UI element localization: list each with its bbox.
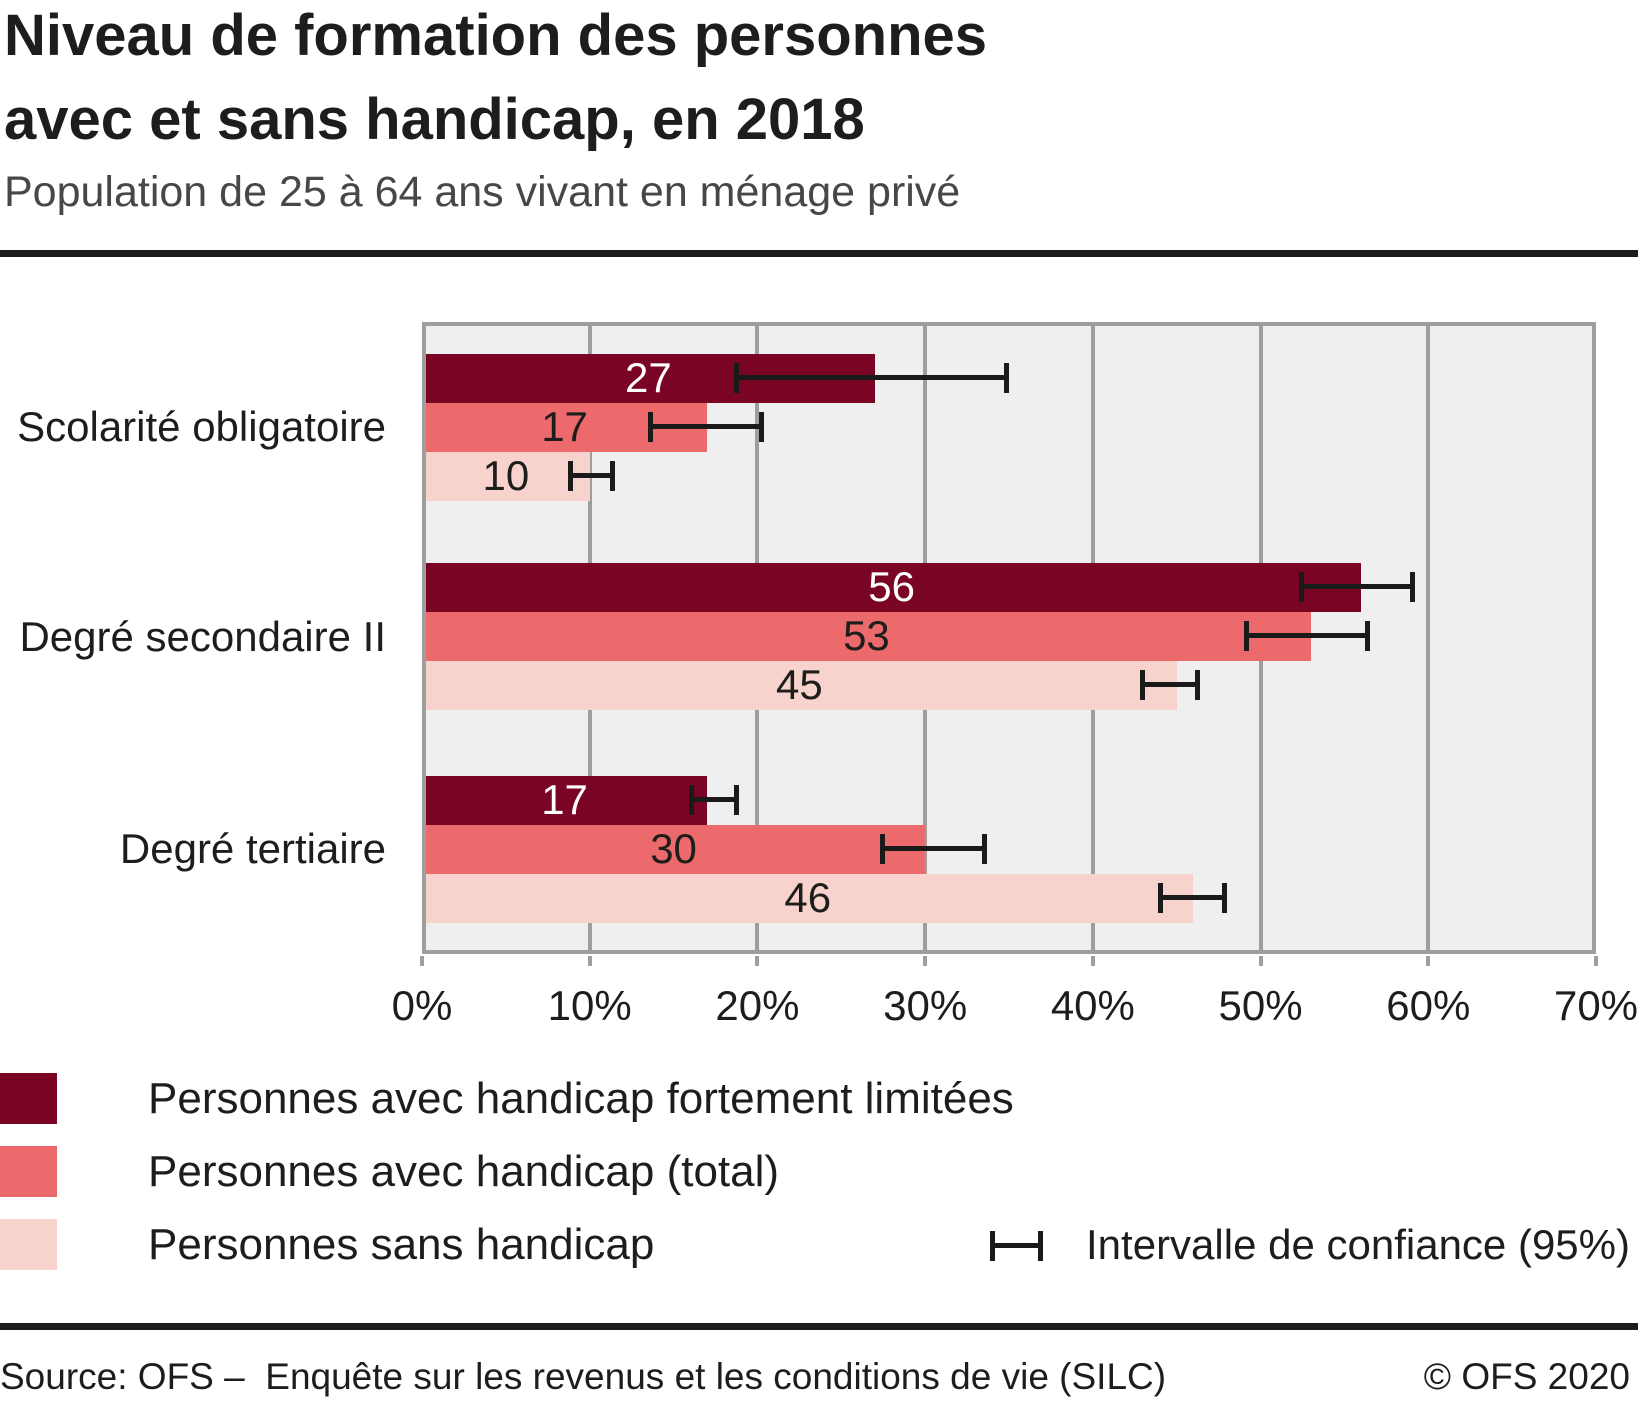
x-axis-label: 10% bbox=[547, 982, 632, 1029]
category-label: Degré secondaire II bbox=[19, 613, 386, 660]
legend-swatch-pink bbox=[0, 1219, 57, 1270]
legend-swatch-salmon bbox=[0, 1146, 57, 1197]
error-bar-icon bbox=[990, 1231, 1043, 1261]
error-bar bbox=[1299, 572, 1415, 602]
bar: 53 bbox=[422, 612, 1311, 661]
bar: 56 bbox=[422, 562, 1362, 612]
chart-title-line2: avec et sans handicap, en 2018 bbox=[4, 87, 865, 152]
category-label: Degré tertiaire bbox=[119, 825, 386, 872]
plot-border-right bbox=[1592, 322, 1596, 954]
bar: 30 bbox=[422, 824, 926, 874]
error-bar bbox=[1139, 670, 1201, 700]
x-axis-label: 50% bbox=[1218, 982, 1303, 1029]
copyright-text: © OFS 2020 bbox=[1423, 1356, 1630, 1397]
legend-swatch-dark-red bbox=[0, 1073, 57, 1124]
error-bar bbox=[879, 834, 988, 864]
bar: 17 bbox=[422, 775, 708, 825]
source-text: Source: OFS – Enquête sur les revenus et… bbox=[0, 1356, 1167, 1397]
axis-tick bbox=[1090, 956, 1095, 966]
error-bar bbox=[567, 461, 615, 491]
bar-value-label: 27 bbox=[625, 353, 672, 401]
bar: 46 bbox=[422, 873, 1194, 923]
bar-value-label: 53 bbox=[843, 611, 890, 659]
bar-value-label: 56 bbox=[868, 562, 915, 610]
legend-label: Personnes sans handicap bbox=[148, 1220, 655, 1269]
plot-area: 27 17 10 56 53 45 17 30 46 bbox=[420, 322, 1598, 966]
bar-value-label: 10 bbox=[482, 451, 530, 499]
axis-tick bbox=[420, 956, 424, 966]
axis-tick bbox=[923, 956, 928, 966]
plot-border-bottom bbox=[422, 950, 1596, 954]
footer-divider bbox=[0, 1323, 1638, 1330]
plot-border-top bbox=[422, 322, 1596, 326]
bar-value-label: 30 bbox=[650, 824, 697, 872]
bar-value-label: 45 bbox=[775, 660, 823, 708]
confidence-interval-label: Intervalle de confiance (95%) bbox=[1086, 1221, 1630, 1268]
category-label: Scolarité obligatoire bbox=[17, 403, 386, 450]
gridline bbox=[1426, 322, 1431, 954]
bar-value-label: 17 bbox=[541, 775, 588, 823]
x-axis-label: 0% bbox=[391, 982, 453, 1029]
x-axis-label: 60% bbox=[1386, 982, 1471, 1029]
x-axis-label: 20% bbox=[715, 982, 800, 1029]
x-axis-label: 30% bbox=[883, 982, 968, 1029]
y-axis-category-labels: Scolarité obligatoire Degré secondaire II… bbox=[0, 322, 386, 954]
plot-border-left bbox=[422, 322, 426, 954]
x-axis-label: 70% bbox=[1553, 982, 1638, 1029]
chart-title-line1: Niveau de formation des personnes bbox=[4, 3, 988, 68]
error-bar bbox=[1243, 621, 1370, 651]
axis-tick bbox=[1258, 956, 1263, 966]
bar: 45 bbox=[422, 661, 1177, 710]
header-divider bbox=[0, 250, 1638, 257]
x-axis-label: 40% bbox=[1050, 982, 1135, 1029]
error-bar bbox=[648, 412, 765, 442]
axis-tick bbox=[755, 956, 760, 966]
legend-label: Personnes avec handicap (total) bbox=[148, 1147, 780, 1196]
axis-tick bbox=[587, 956, 592, 966]
chart-subtitle: Population de 25 à 64 ans vivant en ména… bbox=[4, 168, 961, 216]
error-bar bbox=[1158, 883, 1228, 913]
legend-label: Personnes avec handicap fortement limité… bbox=[148, 1074, 1014, 1123]
x-axis: 0% 10% 20% 30% 40% 50% 60% 70% bbox=[392, 982, 1638, 1032]
bar-value-label: 46 bbox=[784, 873, 832, 921]
chart-title: Niveau de formation des personnes avec e… bbox=[4, 0, 987, 162]
bar: 10 bbox=[422, 452, 590, 501]
error-bar bbox=[733, 363, 1009, 393]
bar-value-label: 17 bbox=[541, 402, 588, 450]
axis-tick bbox=[1594, 956, 1598, 966]
axis-tick bbox=[1426, 956, 1431, 966]
error-bar bbox=[688, 785, 739, 815]
